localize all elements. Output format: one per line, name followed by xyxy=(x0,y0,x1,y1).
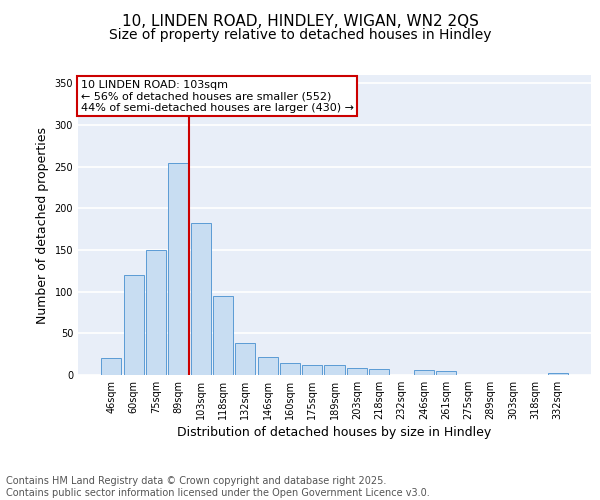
Bar xyxy=(213,296,233,375)
Text: 10 LINDEN ROAD: 103sqm
← 56% of detached houses are smaller (552)
44% of semi-de: 10 LINDEN ROAD: 103sqm ← 56% of detached… xyxy=(80,80,353,112)
Bar xyxy=(191,222,211,375)
X-axis label: Distribution of detached houses by size in Hindley: Distribution of detached houses by size … xyxy=(178,426,491,440)
Bar xyxy=(302,365,322,375)
Bar xyxy=(101,358,121,375)
Bar xyxy=(124,275,144,375)
Y-axis label: Number of detached properties: Number of detached properties xyxy=(36,126,49,324)
Bar xyxy=(168,162,188,375)
Text: Size of property relative to detached houses in Hindley: Size of property relative to detached ho… xyxy=(109,28,491,42)
Bar xyxy=(146,250,166,375)
Bar xyxy=(414,370,434,375)
Bar xyxy=(325,365,344,375)
Bar xyxy=(257,356,278,375)
Text: 10, LINDEN ROAD, HINDLEY, WIGAN, WN2 2QS: 10, LINDEN ROAD, HINDLEY, WIGAN, WN2 2QS xyxy=(122,14,478,29)
Bar xyxy=(235,344,255,375)
Bar xyxy=(347,368,367,375)
Bar xyxy=(280,364,300,375)
Text: Contains HM Land Registry data © Crown copyright and database right 2025.
Contai: Contains HM Land Registry data © Crown c… xyxy=(6,476,430,498)
Bar xyxy=(436,371,456,375)
Bar xyxy=(548,374,568,375)
Bar xyxy=(369,369,389,375)
